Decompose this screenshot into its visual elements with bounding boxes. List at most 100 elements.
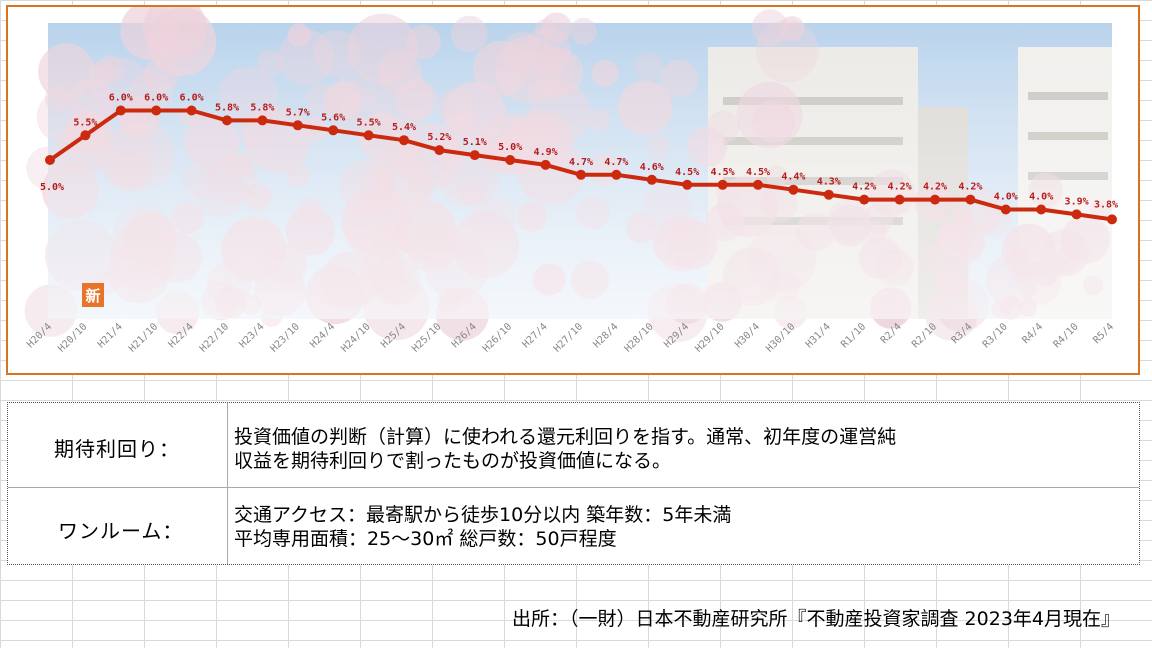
desc-expected-yield: 投資価値の判断（計算）に使われる還元利回りを指す。通常、初年度の運営純 収益を期… <box>234 425 896 473</box>
data-label: 4.5% <box>711 167 735 178</box>
data-point <box>859 194 870 205</box>
data-point <box>682 179 693 190</box>
data-label: 5.5% <box>357 117 381 128</box>
data-point <box>363 130 374 141</box>
data-label: 4.2% <box>888 182 912 193</box>
data-label: 5.2% <box>427 132 451 143</box>
data-label: 5.5% <box>73 117 97 128</box>
data-label: 4.7% <box>604 157 628 168</box>
x-tick-label: R2/10 <box>910 321 939 350</box>
data-label: 6.0% <box>144 93 168 104</box>
x-tick-label: R4/10 <box>1052 321 1081 350</box>
desc-one-room: 交通アクセス：最寄駅から徒歩10分以内 築年数：5年未満 平均専用面積：25～3… <box>234 503 731 551</box>
source-note: 出所：（一財）日本不動産研究所『不動産投資家調査 2023年4月現在』 <box>512 608 1120 630</box>
x-tick-label: H24/10 <box>339 321 372 354</box>
data-label: 4.5% <box>746 167 770 178</box>
x-tick-label: H22/10 <box>198 321 231 354</box>
x-tick-label: R1/10 <box>839 321 868 350</box>
data-point <box>611 169 622 180</box>
data-label: 5.0% <box>498 142 522 153</box>
data-point <box>1000 204 1011 215</box>
x-tick-label: H31/4 <box>804 321 833 350</box>
desc-line: 収益を期待利回りで割ったものが投資価値になる。 <box>234 450 672 472</box>
svg-text:新: 新 <box>85 287 100 305</box>
data-point <box>894 194 905 205</box>
data-label: 3.8% <box>1094 199 1118 210</box>
data-point <box>469 150 480 161</box>
new-badge-icon: 新 <box>82 283 104 307</box>
data-label: 4.3% <box>817 177 841 188</box>
data-label: 4.2% <box>958 182 982 193</box>
data-point <box>930 194 940 205</box>
data-point <box>788 184 799 195</box>
data-label: 4.2% <box>923 182 947 193</box>
definition-table: 期待利回り： 投資価値の判断（計算）に使われる還元利回りを指す。通常、初年度の運… <box>7 402 1140 565</box>
data-point <box>505 155 516 165</box>
x-tick-label: H23/4 <box>237 321 266 350</box>
data-label: 5.8% <box>215 102 239 113</box>
x-tick-label: R4/4 <box>1021 321 1046 346</box>
data-label: 4.0% <box>1029 192 1053 203</box>
data-label: 5.8% <box>250 102 274 113</box>
data-label: 4.4% <box>781 172 805 183</box>
yield-line-chart: 新 H20/4 H20/10 H21/4 H21/10 H22/4 H22/10 H23/4… <box>24 7 1118 355</box>
data-label: 5.4% <box>392 122 416 133</box>
data-point <box>292 120 303 131</box>
data-label: 3.9% <box>1065 196 1089 207</box>
data-point <box>753 179 763 190</box>
x-tick-label: H21/10 <box>127 321 160 354</box>
data-point <box>1036 204 1047 215</box>
data-point <box>576 169 586 180</box>
data-point <box>540 159 551 170</box>
data-label: 5.6% <box>321 112 345 123</box>
table-row-divider <box>8 487 1139 488</box>
chart-frame: 新 H20/4 H20/10 H21/4 H21/10 H22/4 H22/10 H23/4… <box>6 5 1140 375</box>
data-label: 5.7% <box>286 107 310 118</box>
data-point <box>257 115 268 126</box>
x-tick-label: H24/4 <box>308 321 337 350</box>
data-label: 4.5% <box>675 167 699 178</box>
data-label: 4.6% <box>640 162 664 173</box>
data-point <box>1071 209 1082 220</box>
x-tick-label: R5/4 <box>1091 321 1116 346</box>
data-point <box>823 189 834 200</box>
data-label: 4.2% <box>852 182 876 193</box>
data-label: 4.0% <box>994 192 1018 203</box>
data-label: 6.0% <box>180 93 204 104</box>
data-point <box>399 135 409 146</box>
data-point <box>1107 214 1117 225</box>
desc-line: 平均専用面積：25～30㎡ 総戸数：50戸程度 <box>234 528 617 550</box>
cherry-blossom-building-photo <box>24 7 1112 343</box>
x-tick-label: H30/4 <box>733 321 762 350</box>
x-tick-label: H30/10 <box>764 321 797 354</box>
data-point <box>434 145 445 156</box>
data-point <box>115 105 126 116</box>
x-tick-label: H21/4 <box>96 321 125 350</box>
x-tick-label: H28/4 <box>591 321 620 350</box>
data-label: 4.9% <box>534 147 558 158</box>
data-point <box>222 115 232 126</box>
data-point <box>646 174 657 185</box>
data-point <box>328 125 339 136</box>
term-expected-yield: 期待利回り： <box>54 437 180 461</box>
x-tick-label: R3/10 <box>981 321 1010 350</box>
data-point <box>80 130 91 141</box>
x-tick-label: H27/4 <box>521 321 550 350</box>
data-point <box>45 155 55 165</box>
data-label: 4.7% <box>569 157 593 168</box>
x-tick-label: H28/10 <box>623 321 656 354</box>
data-point <box>717 179 728 190</box>
yield-series: 5.0% 5.5% 6.0% 6.0% 6.0% 5.8% 5.8% 5.7% 5.6% 5.5%… <box>40 93 1118 225</box>
x-tick-label: H26/10 <box>481 321 514 354</box>
table-column-divider <box>227 403 228 564</box>
term-one-room: ワンルーム： <box>58 519 184 543</box>
data-label: 5.0% <box>40 182 64 193</box>
data-label: 6.0% <box>109 93 133 104</box>
data-point <box>186 105 197 116</box>
x-tick-label: H27/10 <box>552 321 585 354</box>
desc-line: 投資価値の判断（計算）に使われる還元利回りを指す。通常、初年度の運営純 <box>234 426 897 448</box>
desc-line: 交通アクセス：最寄駅から徒歩10分以内 築年数：5年未満 <box>234 504 732 526</box>
data-label: 5.1% <box>463 137 487 148</box>
data-point <box>151 105 162 116</box>
data-point <box>965 194 976 205</box>
